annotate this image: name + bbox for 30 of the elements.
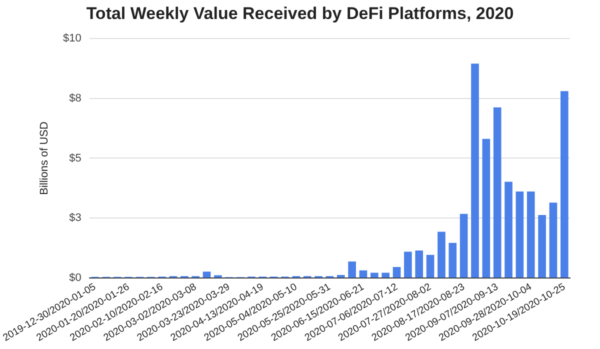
bar xyxy=(392,267,401,278)
bar xyxy=(202,272,211,278)
y-axis-title: Billions of USD xyxy=(38,122,50,195)
y-tick-label: $3 xyxy=(69,212,82,224)
bar xyxy=(404,252,412,278)
bar xyxy=(460,214,468,278)
bar xyxy=(560,91,568,278)
bar xyxy=(493,107,502,278)
y-tick-label: $0 xyxy=(69,272,82,284)
bar xyxy=(438,232,446,278)
bar xyxy=(348,262,356,278)
bar xyxy=(549,202,558,278)
bar xyxy=(504,182,512,278)
bar xyxy=(516,192,524,278)
y-tick-label: $8 xyxy=(69,92,82,104)
bar xyxy=(370,272,378,278)
y-tick-label: $5 xyxy=(69,152,82,164)
bar xyxy=(538,215,546,278)
bar xyxy=(214,275,222,278)
y-tick-label: $10 xyxy=(63,32,82,44)
bar xyxy=(471,64,479,278)
bar xyxy=(359,270,368,278)
bar xyxy=(482,138,490,278)
bar xyxy=(336,274,345,278)
bar xyxy=(526,192,535,278)
bar xyxy=(448,242,457,278)
chart-title: Total Weekly Value Received by DeFi Platforms, 2020 xyxy=(86,4,514,23)
bar xyxy=(382,272,390,278)
bar xyxy=(415,250,424,278)
bar xyxy=(426,254,434,278)
